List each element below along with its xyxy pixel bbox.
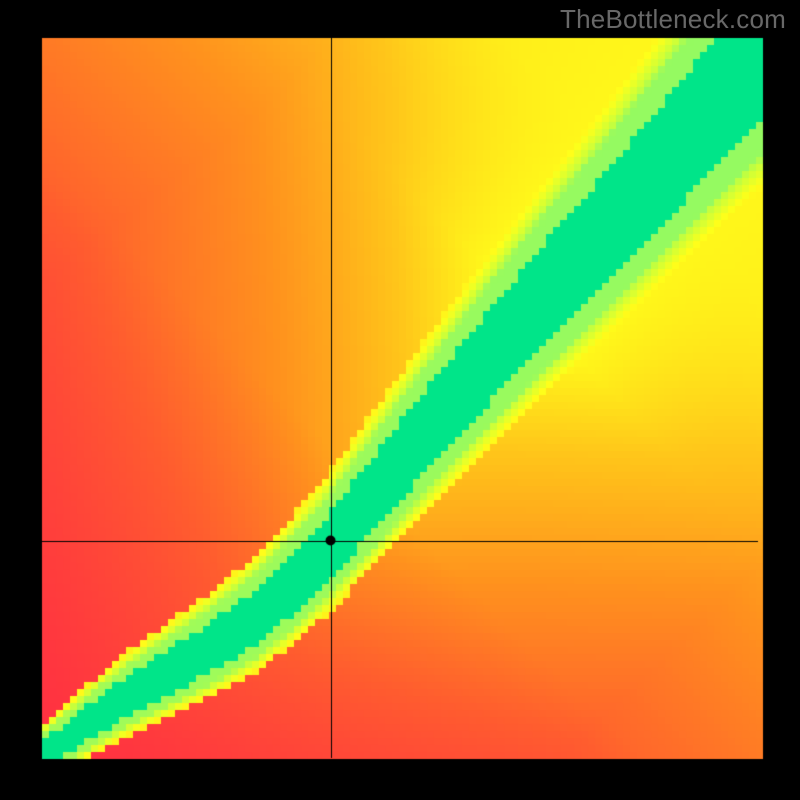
watermark-label: TheBottleneck.com [560,4,786,35]
chart-container: TheBottleneck.com [0,0,800,800]
bottleneck-heatmap [0,0,800,800]
